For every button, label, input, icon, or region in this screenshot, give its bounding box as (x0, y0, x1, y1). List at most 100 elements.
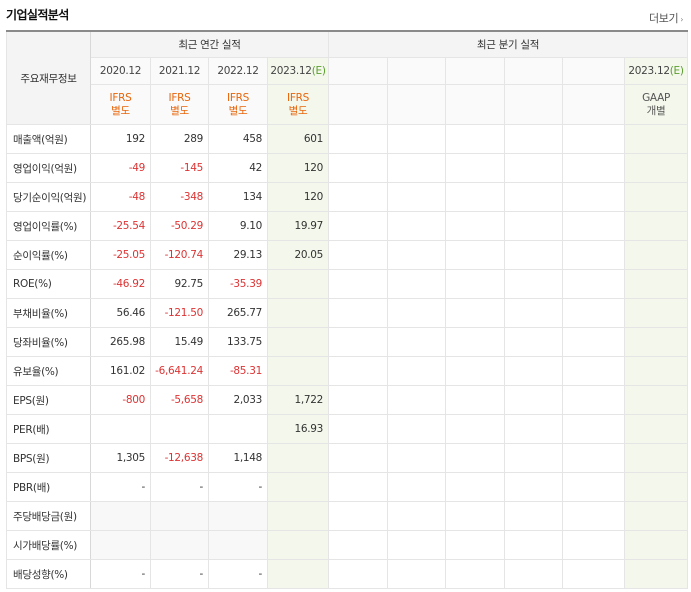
quarter-estimate-cell (623, 501, 689, 531)
year-label: 2023.12 (628, 65, 670, 77)
annual-accounting-1: IFRS 별도 (90, 84, 151, 125)
value-cell (150, 530, 209, 560)
table-row: 영업이익(억원) -49 -145 42 120 (6, 153, 689, 183)
quarter-value-cell (504, 182, 563, 212)
quarter-value-cell (445, 240, 505, 270)
quarter-value-cell (387, 559, 446, 589)
quarter-estimate-cell (623, 472, 689, 502)
value-cell: 265.77 (208, 298, 268, 328)
value-cell: 120 (267, 153, 329, 183)
quarter-value-cell (387, 240, 446, 270)
quarter-value-cell (328, 124, 388, 154)
quarter-value-cell (504, 211, 563, 241)
value-cell: 192 (90, 124, 151, 154)
value-cell: 289 (150, 124, 209, 154)
quarter-value-cell (504, 124, 563, 154)
row-label: 시가배당률(%) (6, 530, 91, 560)
row-label: BPS(원) (6, 443, 91, 473)
quarter-value-cell (504, 153, 563, 183)
estimate-mark: (E) (311, 65, 326, 77)
accounting-type: 개별 (646, 104, 666, 117)
year-label: 2020.12 (99, 65, 142, 77)
year-label: 2021.12 (158, 65, 201, 77)
quarter-accounting-empty (562, 84, 625, 125)
annual-year-1: 2020.12 (90, 57, 151, 85)
table-row: EPS(원) -800 -5,658 2,033 1,722 (6, 385, 689, 415)
accounting-type: 별도 (170, 104, 189, 117)
quarter-estimate-cell (623, 211, 689, 241)
table-row: 매출액(억원) 192 289 458 601 (6, 124, 689, 154)
value-cell (150, 414, 209, 444)
quarter-value-cell (562, 182, 625, 212)
quarter-value-cell (562, 211, 625, 241)
table-row: 당좌비율(%) 265.98 15.49 133.75 (6, 327, 689, 357)
value-cell: -348 (150, 182, 209, 212)
table-row: 영업이익률(%) -25.54 -50.29 9.10 19.97 (6, 211, 689, 241)
value-cell: -25.54 (90, 211, 151, 241)
value-cell (150, 501, 209, 531)
quarter-value-cell (328, 501, 388, 531)
value-cell: 1,305 (90, 443, 151, 473)
quarter-value-cell (328, 182, 388, 212)
quarter-value-cell (445, 443, 505, 473)
quarter-value-cell (387, 443, 446, 473)
row-label: PER(배) (6, 414, 91, 444)
label-column-header: 주요재무정보 (6, 30, 91, 125)
quarter-value-cell (562, 559, 625, 589)
quarter-value-cell (445, 559, 505, 589)
quarter-accounting-empty (387, 84, 446, 125)
quarter-value-cell (445, 327, 505, 357)
quarter-estimate-cell (623, 356, 689, 386)
accounting-standard: GAAP (642, 91, 670, 104)
quarter-value-cell (328, 414, 388, 444)
quarter-value-cell (504, 530, 563, 560)
row-label: 배당성향(%) (6, 559, 91, 589)
quarter-value-cell (387, 472, 446, 502)
quarter-value-cell (328, 269, 388, 299)
value-cell: -48 (90, 182, 151, 212)
quarter-value-cell (504, 298, 563, 328)
value-cell: - (208, 472, 268, 502)
quarter-year-empty (387, 57, 446, 85)
value-cell: -49 (90, 153, 151, 183)
row-label: 부채비율(%) (6, 298, 91, 328)
quarter-value-cell (387, 269, 446, 299)
value-cell: 20.05 (267, 240, 329, 270)
value-cell (208, 501, 268, 531)
quarter-value-cell (504, 240, 563, 270)
more-label: 더보기 (649, 12, 679, 25)
quarter-value-cell (504, 472, 563, 502)
row-label: EPS(원) (6, 385, 91, 415)
year-label: 2022.12 (217, 65, 259, 77)
quarter-value-cell (562, 501, 625, 531)
value-cell: -46.92 (90, 269, 151, 299)
value-cell (267, 269, 329, 299)
quarter-value-cell (504, 356, 563, 386)
value-cell: -25.05 (90, 240, 151, 270)
quarter-value-cell (504, 414, 563, 444)
quarter-value-cell (387, 327, 446, 357)
annual-accounting-3: IFRS 별도 (208, 84, 268, 125)
quarter-value-cell (387, 182, 446, 212)
quarter-value-cell (445, 182, 505, 212)
quarter-value-cell (445, 472, 505, 502)
quarter-value-cell (562, 327, 625, 357)
value-cell (267, 501, 329, 531)
value-cell (267, 530, 329, 560)
quarter-value-cell (562, 530, 625, 560)
quarter-accounting: GAAP 개별 (623, 84, 689, 125)
row-label: ROE(%) (6, 269, 91, 299)
table-row: ROE(%) -46.92 92.75 -35.39 (6, 269, 689, 299)
more-link[interactable]: 더보기 › (649, 10, 683, 26)
quarter-value-cell (562, 385, 625, 415)
quarter-value-cell (387, 124, 446, 154)
quarter-value-cell (328, 153, 388, 183)
table-row: 유보율(%) 161.02 -6,641.24 -85.31 (6, 356, 689, 386)
quarter-value-cell (445, 501, 505, 531)
quarter-value-cell (445, 530, 505, 560)
quarter-value-cell (328, 240, 388, 270)
value-cell: 42 (208, 153, 268, 183)
value-cell: 133.75 (208, 327, 268, 357)
value-cell: - (90, 472, 151, 502)
value-cell: 29.13 (208, 240, 268, 270)
